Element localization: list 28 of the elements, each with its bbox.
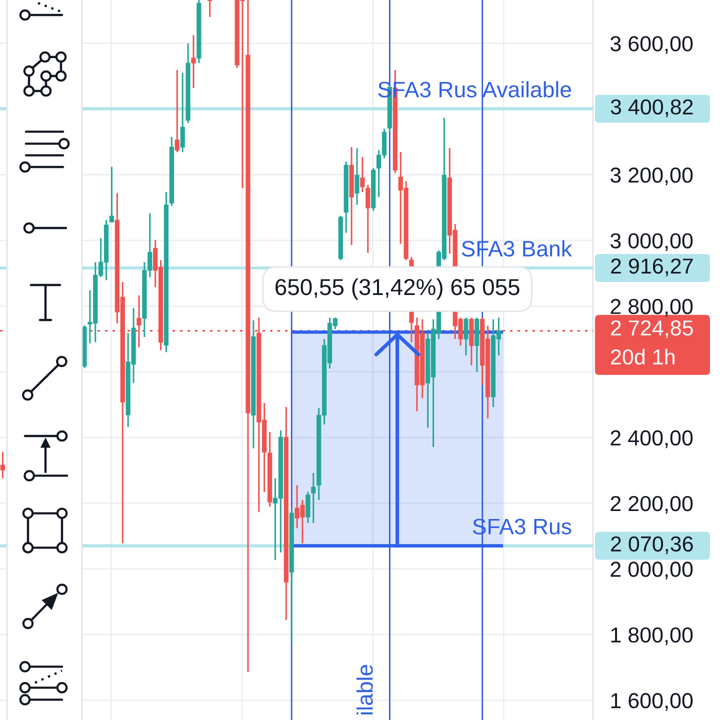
candlestick: [366, 184, 370, 254]
y-tick-label: 2 800,00: [610, 298, 693, 317]
y-tick-label: 2 400,00: [610, 430, 693, 448]
candlestick: [191, 34, 196, 89]
annotation: ilable: [356, 664, 373, 714]
text: 2 724,85: [611, 320, 693, 338]
candlestick: [360, 156, 365, 193]
candlestick: [109, 166, 114, 223]
candlestick: [354, 147, 360, 206]
y-tick-label: 3 200,00: [610, 168, 693, 186]
y-tick-label: 2 000,00: [610, 562, 693, 580]
candlestick: [208, 0, 212, 18]
candlestick: [464, 316, 468, 356]
text: 2 916,27: [611, 258, 693, 276]
y-tick-label: 2 200,00: [610, 496, 693, 514]
y-tick-label: 3 600,00: [610, 36, 693, 54]
candlestick: [180, 72, 185, 153]
candlestick: [174, 69, 180, 153]
text: 2 070,36: [611, 536, 693, 554]
band-label: 650,55 (31,42%) 65 055: [276, 278, 520, 300]
y-tick-label: 1 600,00: [611, 693, 693, 711]
candlestick: [0, 451, 6, 480]
candlestick: [311, 472, 316, 524]
ref-line-label: 20d 1h: [611, 348, 674, 365]
y-tick-label: 3 000,00: [610, 233, 693, 251]
y-tick-label: 1 800,00: [611, 627, 693, 646]
candlestick: [306, 490, 310, 524]
text: 3 400,82: [610, 99, 693, 118]
